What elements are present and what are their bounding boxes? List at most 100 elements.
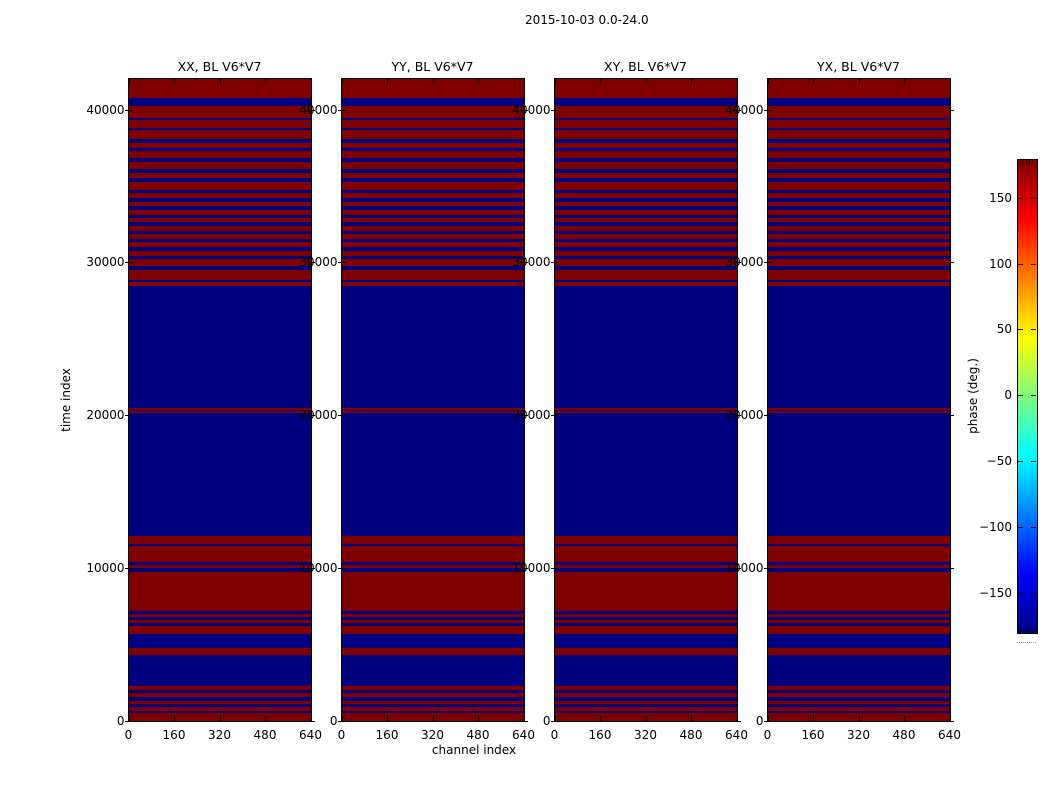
y-tick <box>337 415 346 417</box>
phase-stripe <box>554 686 737 690</box>
phase-stripe <box>554 633 737 648</box>
phase-stripe <box>554 130 737 139</box>
phase-stripe <box>128 259 311 267</box>
phase-stripe <box>767 286 950 408</box>
phase-stripe <box>554 161 737 170</box>
phase-stripe <box>767 543 950 547</box>
x-tick <box>432 716 434 721</box>
x-tick <box>387 716 388 721</box>
colorbar-bottom-hatch <box>1020 628 1035 633</box>
y-tick <box>945 721 954 722</box>
y-tick <box>124 262 133 264</box>
phase-stripe <box>128 233 311 239</box>
x-tick <box>432 79 434 84</box>
phase-stripe <box>554 543 737 547</box>
phase-stripe <box>767 242 950 247</box>
colorbar-tick <box>1018 263 1023 265</box>
phase-stripe <box>341 193 524 199</box>
phase-stripe <box>341 622 524 627</box>
colorbar-tick-label: −100 <box>979 519 1012 534</box>
phase-stripe <box>554 147 737 152</box>
phase-stripe <box>341 181 524 190</box>
phase-stripe <box>554 707 737 712</box>
x-tick-label: 480 <box>679 728 703 742</box>
x-tick-label: 0 <box>337 728 346 742</box>
phase-stripe <box>767 626 950 634</box>
phase-stripe <box>341 222 524 227</box>
phase-stripe <box>341 565 524 569</box>
colorbar-top-hatch <box>1020 159 1035 165</box>
phase-stripe <box>767 696 950 701</box>
phase-stripe <box>341 546 524 563</box>
panel-title: XY, BL V6*V7 <box>604 59 687 74</box>
phase-stripe <box>128 147 311 152</box>
phase-stripe <box>128 281 311 287</box>
phase-stripe <box>767 198 950 202</box>
phase-stripe <box>341 711 524 713</box>
phase-stripe <box>554 611 737 614</box>
y-tick <box>763 415 772 417</box>
phase-stripe <box>767 181 950 190</box>
x-tick-label: 640 <box>512 728 535 742</box>
colorbar-tick-label: −50 <box>986 454 1012 468</box>
colorbar-tick-label: 150 <box>989 190 1012 205</box>
phase-stripe <box>341 279 524 282</box>
phase-stripe <box>767 568 950 572</box>
phase-stripe <box>554 218 737 223</box>
phase-stripe <box>341 214 524 219</box>
phase-stripe <box>341 138 524 143</box>
phase-stripe <box>341 562 524 566</box>
y-tick-label: 30000 <box>512 255 551 270</box>
phase-stripe <box>341 411 524 413</box>
phase-stripe <box>341 242 524 247</box>
phase-stripe <box>554 173 737 179</box>
phase-stripe <box>341 106 524 119</box>
x-tick <box>691 716 692 721</box>
phase-stripe <box>341 189 524 194</box>
y-tick <box>550 568 559 570</box>
y-axis-label: time index <box>59 368 73 432</box>
phase-stripe <box>341 543 524 547</box>
heatmap-panel-xy <box>554 79 737 721</box>
y-tick-label: 0 <box>329 714 338 728</box>
y-tick <box>550 415 559 417</box>
x-tick-label: 160 <box>375 728 399 742</box>
phase-stripe <box>341 178 524 182</box>
x-tick-label: 320 <box>847 728 870 742</box>
phase-stripe <box>128 246 311 251</box>
phase-stripe <box>767 147 950 152</box>
y-tick-label: 0 <box>116 714 125 728</box>
phase-stripe <box>554 201 737 207</box>
x-tick <box>904 716 905 721</box>
x-tick-label: 640 <box>299 728 322 742</box>
phase-stripe <box>554 233 737 239</box>
x-tick <box>265 79 266 84</box>
phase-stripe <box>767 193 950 199</box>
y-tick-label: 10000 <box>86 561 125 576</box>
y-tick-label: 10000 <box>299 561 338 576</box>
x-tick <box>554 716 556 721</box>
phase-stripe <box>128 130 311 139</box>
heatmap-panel-xx <box>128 79 311 721</box>
y-tick <box>337 262 346 264</box>
phase-stripe <box>128 633 311 648</box>
x-tick <box>813 79 814 84</box>
phase-stripe <box>128 546 311 563</box>
phase-stripe <box>128 689 311 694</box>
phase-stripe <box>554 230 737 234</box>
phase-stripe <box>128 201 311 207</box>
phase-stripe <box>128 230 311 234</box>
phase-stripe <box>767 703 950 708</box>
y-tick <box>124 568 133 570</box>
phase-stripe <box>128 98 311 107</box>
phase-stripe <box>128 169 311 173</box>
phase-stripe <box>128 703 311 708</box>
phase-stripe <box>341 161 524 170</box>
phase-stripe <box>128 222 311 227</box>
phase-stripe <box>554 138 737 143</box>
y-tick-label: 0 <box>755 714 764 728</box>
phase-stripe <box>128 193 311 199</box>
phase-stripe <box>767 622 950 627</box>
phase-stripe <box>128 250 311 256</box>
x-tick <box>478 79 479 84</box>
